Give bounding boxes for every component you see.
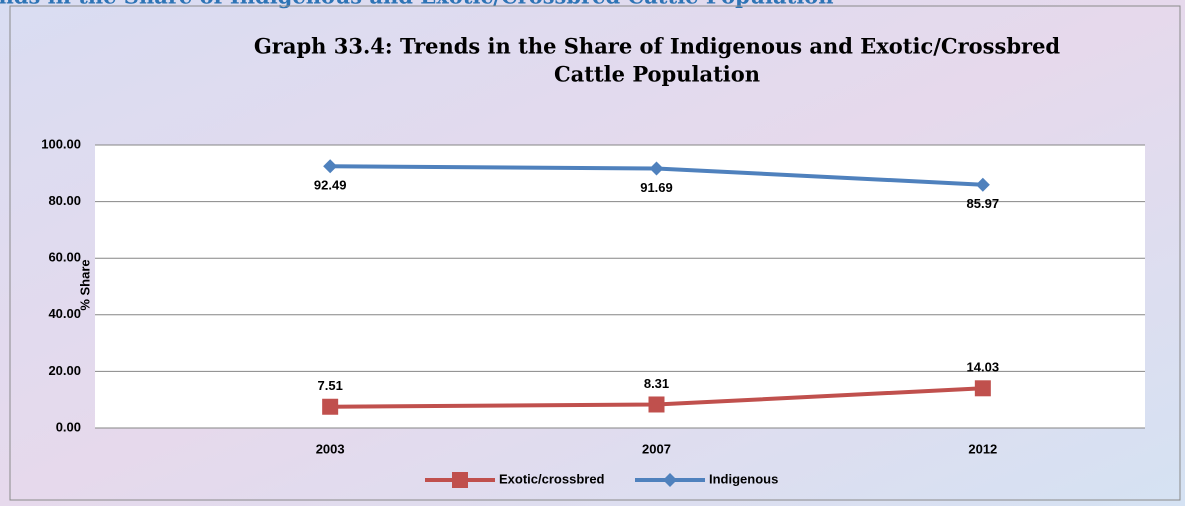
chart-title: Graph 33.4: Trends in the Share of Indig… [254, 34, 1061, 59]
data-label: 8.31 [644, 376, 669, 391]
data-point [974, 380, 991, 397]
legend-marker [663, 473, 677, 487]
data-label: 7.51 [318, 378, 343, 393]
data-label: 91.69 [640, 180, 673, 195]
plot-area [95, 145, 1145, 428]
y-tick-label: 100.00 [41, 136, 81, 151]
chart-subtitle: Cattle Population [554, 62, 760, 87]
x-tick-label: 2012 [968, 441, 997, 456]
x-tick-label: 2007 [642, 441, 671, 456]
y-tick-label: 80.00 [48, 193, 81, 208]
data-point [649, 161, 664, 176]
data-point [322, 398, 339, 415]
y-tick-label: 20.00 [48, 363, 81, 378]
data-label: 85.97 [967, 196, 1000, 211]
chart-border [9, 5, 1181, 501]
page-heading: Trends in the Share of Indigenous and Ex… [0, 0, 834, 9]
legend-marker [452, 472, 468, 488]
legend-label: Exotic/crossbred [499, 471, 605, 486]
data-label: 92.49 [314, 178, 347, 193]
y-axis-label: % Share [77, 259, 92, 310]
y-tick-label: 60.00 [48, 250, 81, 265]
y-tick-label: 40.00 [48, 306, 81, 321]
data-point [323, 159, 338, 174]
legend-label: Indigenous [709, 471, 778, 486]
data-label: 14.03 [967, 360, 1000, 375]
data-point [975, 177, 990, 192]
x-tick-label: 2003 [316, 441, 345, 456]
y-tick-label: 0.00 [56, 419, 81, 434]
data-point [648, 396, 665, 413]
